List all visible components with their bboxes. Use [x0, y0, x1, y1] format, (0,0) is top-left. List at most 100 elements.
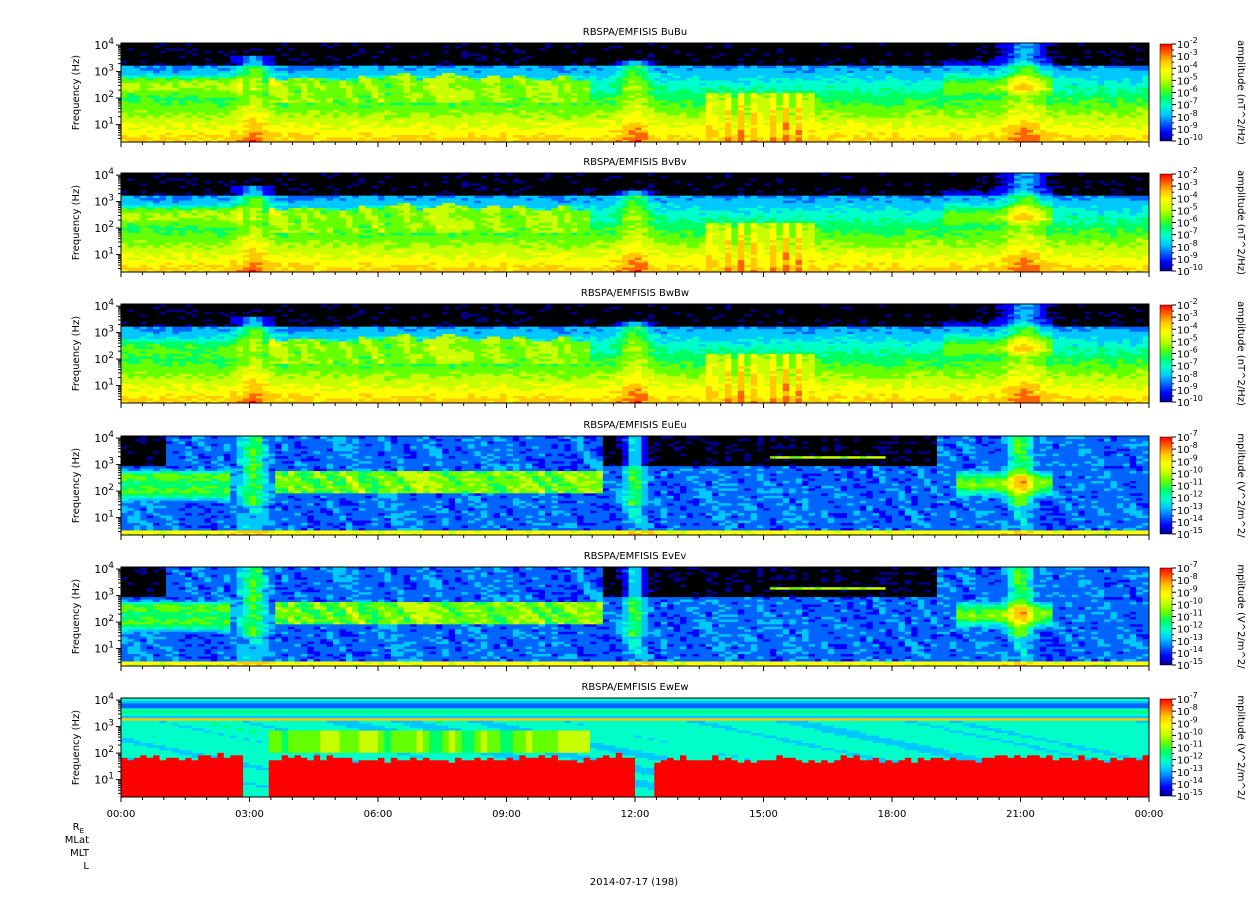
spectrogram-cell [1026, 190, 1034, 194]
spectrogram-cell [647, 205, 662, 209]
spectrogram-cell [564, 99, 572, 103]
spectrogram-cell [442, 72, 456, 76]
spectrogram-cell [679, 232, 687, 236]
spectrogram-cell [847, 102, 854, 106]
spectrogram-cell [859, 229, 906, 233]
spectrogram-cell [532, 97, 540, 101]
spectrogram-cell [326, 175, 334, 179]
spectrogram-cell [647, 104, 681, 108]
spectrogram-cell [776, 139, 784, 143]
spectrogram-cell [467, 102, 482, 106]
spectrogram-cell [429, 264, 469, 268]
spectrogram-cell [288, 200, 295, 204]
spectrogram-cell [924, 137, 964, 140]
spectrogram-cell [1084, 234, 1092, 238]
spectrogram-cell [1091, 197, 1131, 201]
spectrogram-cell [1052, 109, 1060, 113]
spectrogram-cell [1020, 229, 1028, 233]
spectrogram-cell [924, 200, 931, 204]
spectrogram-cell [782, 97, 790, 101]
spectrogram-cell [1007, 107, 1028, 111]
spectrogram-cell [1116, 190, 1124, 194]
spectrogram-cell [853, 200, 886, 204]
spectrogram-cell [622, 127, 636, 131]
spectrogram-cell [679, 104, 687, 108]
spectrogram-cell [198, 244, 205, 248]
spectrogram-cell [365, 244, 385, 248]
spectrogram-cell [936, 112, 944, 116]
spectrogram-cell [699, 217, 713, 221]
spectrogram-cell [596, 102, 604, 106]
spectrogram-cell [628, 72, 636, 76]
spectrogram-cell [538, 102, 546, 106]
spectrogram-cell [403, 119, 482, 123]
spectrogram-cell [564, 257, 572, 261]
spectrogram-cell [1001, 119, 1021, 123]
spectrogram-cell [757, 102, 771, 106]
spectrogram-cell [313, 57, 334, 61]
spectrogram-cell [917, 104, 925, 108]
spectrogram-cell [320, 217, 327, 221]
spectrogram-cell [127, 94, 141, 98]
spectrogram-cell [615, 202, 623, 206]
spectrogram-cell [956, 132, 989, 135]
spectrogram-cell [789, 124, 797, 128]
spectrogram-cell [705, 109, 713, 113]
spectrogram-cell [1129, 220, 1143, 223]
spectrogram-cell [1136, 217, 1150, 221]
spectrogram-cell [776, 137, 784, 140]
spectrogram-cell [422, 127, 430, 131]
spectrogram-cell [814, 259, 861, 263]
spectrogram-cell [975, 264, 996, 268]
spectrogram-cell [827, 137, 835, 140]
spectrogram-cell [847, 264, 854, 268]
spectrogram-cell [975, 177, 983, 181]
spectrogram-cell [551, 67, 565, 71]
spectrogram-cell [1123, 190, 1150, 194]
spectrogram-cell [892, 242, 899, 246]
spectrogram-cell [789, 99, 797, 103]
spectrogram-cell [204, 80, 218, 84]
spectrogram-cell [737, 112, 745, 116]
spectrogram-cell [230, 232, 250, 236]
spectrogram-cell [461, 55, 469, 59]
spectrogram-cell [1033, 129, 1041, 133]
spectrogram-cell [1007, 92, 1041, 96]
spectrogram-cell [525, 57, 584, 61]
spectrogram-cell [165, 139, 173, 143]
spectrogram-cell [1116, 62, 1150, 66]
spectrogram-cell [795, 127, 803, 131]
panel-title: RBSPA/EMFISIS BuBu [583, 27, 687, 38]
spectrogram-cell [628, 112, 642, 116]
spectrogram-cell [487, 257, 520, 261]
spectrogram-cell [262, 127, 321, 131]
spectrogram-cell [1091, 65, 1098, 69]
spectrogram-cell [1104, 227, 1118, 231]
spectrogram-cell [724, 122, 732, 126]
spectrogram-cell [840, 262, 867, 265]
spectrogram-cell [249, 102, 263, 106]
spectrogram-cell [769, 217, 777, 221]
spectrogram-cell [467, 217, 482, 221]
spectrogram-cell [827, 43, 880, 46]
spectrogram-cell [390, 247, 540, 251]
spectrogram-cell [615, 102, 629, 106]
spectrogram-cell [275, 239, 308, 243]
spectrogram-cell [712, 104, 726, 108]
spectrogram-cell [480, 254, 488, 258]
spectrogram-cell [1052, 222, 1066, 226]
spectrogram-cell [159, 94, 167, 98]
spectrogram-cell [1026, 60, 1034, 64]
spectrogram-cell [956, 207, 1002, 211]
spectrogram-cell [288, 232, 308, 236]
spectrogram-cell [904, 232, 925, 236]
spectrogram-cell [641, 127, 707, 131]
spectrogram-cell [776, 232, 784, 236]
spectrogram-cell [808, 97, 816, 101]
spectrogram-cell [782, 80, 829, 84]
spectrogram-cell [718, 244, 726, 248]
spectrogram-cell [217, 180, 225, 184]
spectrogram-cell [1052, 190, 1118, 194]
spectrogram-cell [121, 262, 167, 265]
spectrogram-cell [609, 232, 617, 236]
